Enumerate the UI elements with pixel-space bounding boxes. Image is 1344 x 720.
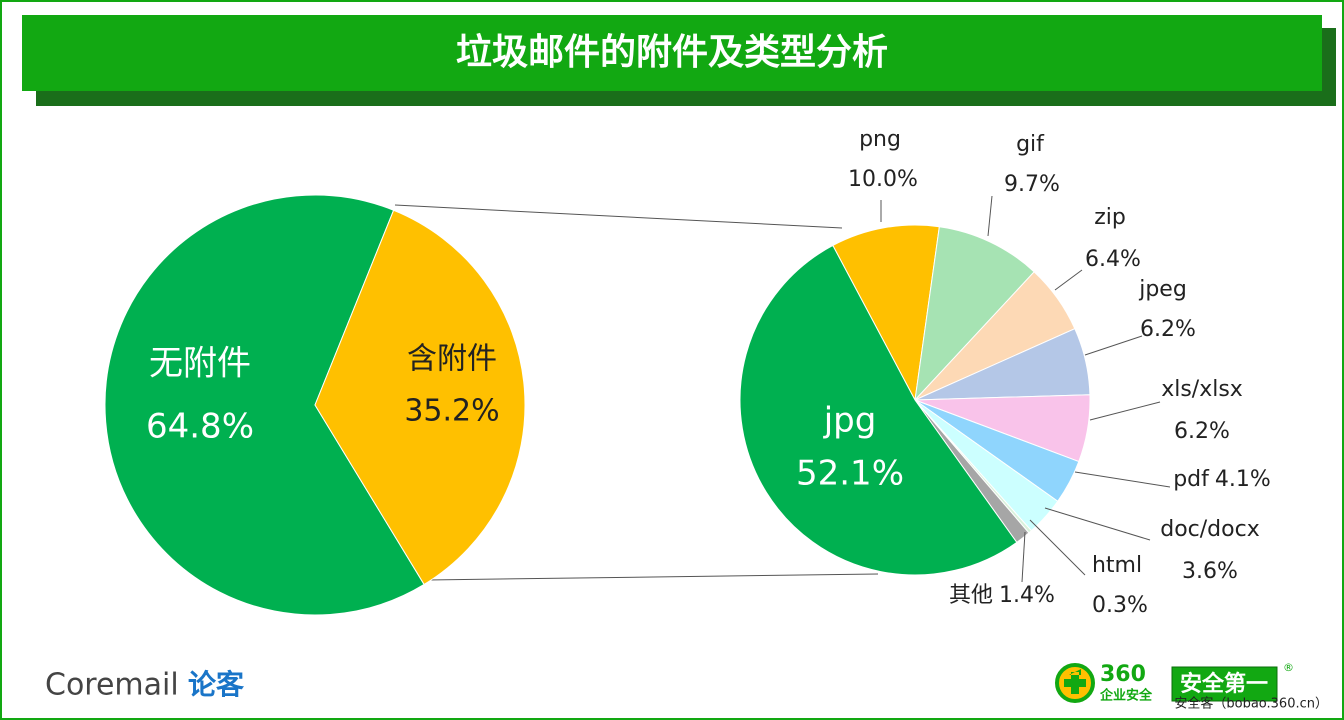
slice-name: jpeg [1138, 277, 1187, 302]
connector [427, 573, 879, 581]
logo-num: 360 [1100, 662, 1146, 687]
source: 安全客（bobao.360.cn） [1174, 696, 1328, 712]
slice-name: html [1092, 553, 1142, 578]
pies: 无附件 64.8% 含附件 35.2% png 10.0% gif 9.7% zip 6.4% jp… [104, 127, 1271, 618]
slice-value: 6.2% [1174, 419, 1230, 444]
logo-sub: 企业安全 [1099, 688, 1153, 704]
slice-label: 其他 1.4% [949, 583, 1055, 608]
leader-line [1074, 471, 1171, 488]
reg: ® [1283, 661, 1294, 674]
slice-name: xls/xlsx [1161, 377, 1243, 402]
leader-line [1021, 531, 1026, 583]
slice-value: 10.0% [848, 167, 918, 192]
leader-line [1029, 519, 1086, 576]
slice-name: zip [1094, 205, 1126, 230]
slice-name: doc/docx [1160, 517, 1259, 542]
slice-label: pdf 4.1% [1173, 467, 1271, 492]
slice-name: pdf [1173, 467, 1210, 492]
slice-value: 6.2% [1140, 317, 1196, 342]
slice-name: jpg [823, 401, 877, 441]
leader-line [1054, 269, 1083, 291]
slice-value: 3.6% [1182, 559, 1238, 584]
slice-value: 0.3% [1092, 593, 1148, 618]
pie-slice [832, 224, 940, 402]
pie-slice [914, 226, 1035, 402]
leader-line [1089, 401, 1161, 421]
slice-name: gif [1016, 132, 1045, 157]
pie-slice [104, 194, 425, 616]
logo-cross [1064, 669, 1086, 694]
pie-slice [739, 244, 1018, 576]
leader-line [987, 195, 993, 237]
leader-line [1084, 335, 1143, 356]
slice-value: 4.1% [1215, 467, 1271, 492]
slice-name: 其他 [949, 583, 993, 608]
title: 垃圾邮件的附件及类型分析 [456, 32, 888, 73]
slice-value: 35.2% [404, 394, 499, 429]
slice-value: 6.4% [1085, 247, 1141, 272]
slice-value: 9.7% [1004, 172, 1060, 197]
slice-name: 无附件 [149, 344, 251, 384]
slice-value: 64.8% [146, 407, 254, 447]
pie-slice [314, 209, 526, 586]
banner [22, 15, 1322, 91]
badge: 安全第一 [1180, 671, 1268, 697]
connector [394, 204, 843, 229]
brand-cn: 论客 [188, 668, 245, 701]
leader-line [1044, 507, 1151, 541]
slice-value: 52.1% [796, 454, 904, 494]
brand: Coremail [45, 668, 179, 703]
slice-name: 含附件 [407, 342, 497, 377]
slice-value: 1.4% [999, 583, 1055, 608]
slice-name: png [859, 127, 901, 152]
badge-box [1171, 666, 1278, 702]
